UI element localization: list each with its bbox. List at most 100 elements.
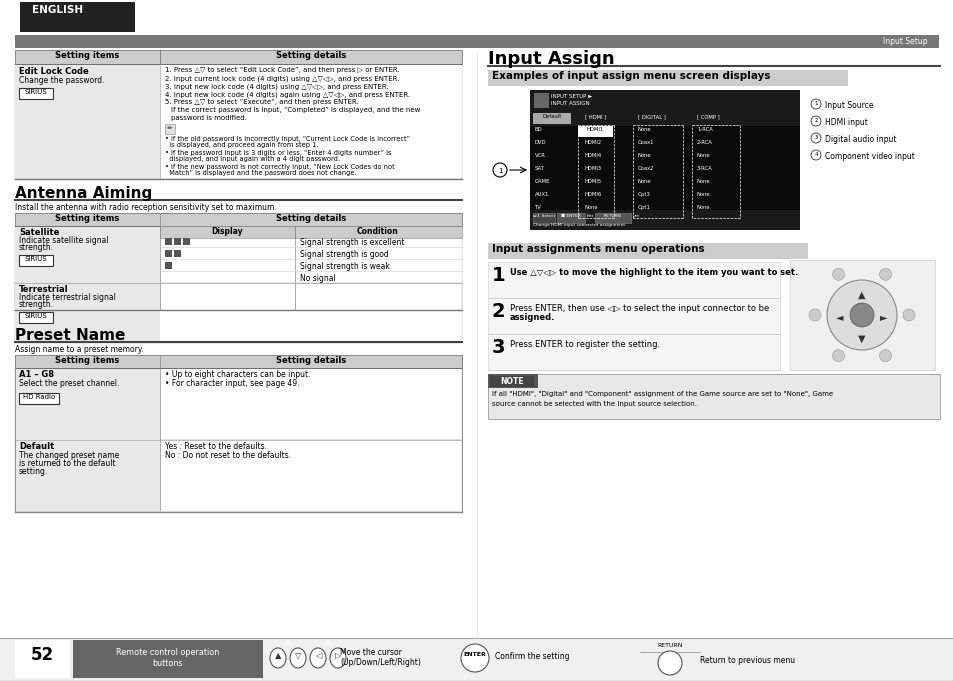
Text: Indicate satellite signal: Indicate satellite signal <box>19 236 109 245</box>
Text: assigned.: assigned. <box>510 313 555 322</box>
Text: source cannot be selected with the input source selection.: source cannot be selected with the input… <box>492 401 697 407</box>
Text: Signal strength is weak: Signal strength is weak <box>299 262 390 271</box>
Text: Move the cursor: Move the cursor <box>339 648 401 657</box>
Text: The changed preset name: The changed preset name <box>19 451 119 460</box>
Bar <box>183 238 190 245</box>
Text: Confirm the setting: Confirm the setting <box>495 652 569 661</box>
Text: 4: 4 <box>814 152 817 157</box>
Text: No : Do not reset to the defaults.: No : Do not reset to the defaults. <box>165 451 291 460</box>
Text: Setting items: Setting items <box>55 51 119 60</box>
Text: 1: 1 <box>497 168 501 174</box>
Bar <box>15 440 461 512</box>
Text: Select the preset channel.: Select the preset channel. <box>19 379 119 388</box>
Bar <box>19 393 59 404</box>
Text: HDMI5: HDMI5 <box>584 179 601 184</box>
Text: Use △▽◁▷ to move the highlight to the item you want to set.: Use △▽◁▷ to move the highlight to the it… <box>510 268 798 277</box>
Text: ►: ► <box>880 312 887 322</box>
Text: A1 – G8: A1 – G8 <box>19 370 54 379</box>
Text: ▲: ▲ <box>274 651 281 660</box>
Bar <box>19 255 53 266</box>
Text: Input Assign: Input Assign <box>488 50 614 68</box>
Bar <box>15 283 461 343</box>
Bar <box>557 213 584 223</box>
Text: None: None <box>638 153 651 158</box>
Text: Return to previous menu: Return to previous menu <box>700 656 794 665</box>
Text: Assign name to a preset memory.: Assign name to a preset memory. <box>15 345 144 354</box>
Text: Examples of input assign menu screen displays: Examples of input assign menu screen dis… <box>492 71 770 81</box>
Text: HDMI2: HDMI2 <box>584 140 601 145</box>
Text: If all "HDMI", "Digital" and "Component" assignment of the Game source are set t: If all "HDMI", "Digital" and "Component"… <box>492 391 832 397</box>
Text: Install the antenna with radio reception sensitivity set to maximum.: Install the antenna with radio reception… <box>15 203 276 212</box>
Bar <box>488 374 939 419</box>
Text: ▽: ▽ <box>294 651 301 660</box>
Text: Default: Default <box>541 114 561 119</box>
Text: HDMI4: HDMI4 <box>584 153 601 158</box>
Circle shape <box>849 303 873 327</box>
Text: Change HDMI input connector assignment: Change HDMI input connector assignment <box>533 223 624 227</box>
Text: Display: Display <box>211 227 243 236</box>
Text: 2: 2 <box>814 118 817 123</box>
Text: RETURN: RETURN <box>603 214 621 218</box>
Text: buttons: buttons <box>152 659 183 668</box>
Bar <box>15 64 160 179</box>
Bar <box>533 213 555 223</box>
Text: Opt3: Opt3 <box>638 192 650 197</box>
Bar <box>15 50 461 64</box>
Text: GAME: GAME <box>535 179 550 184</box>
Ellipse shape <box>270 648 286 668</box>
Text: Satellite: Satellite <box>19 228 59 237</box>
Circle shape <box>808 309 821 321</box>
Bar <box>73 640 263 678</box>
Text: Signal strength is excellent: Signal strength is excellent <box>299 238 404 247</box>
Text: SIRIUS: SIRIUS <box>25 313 48 319</box>
Text: Terrestrial: Terrestrial <box>19 285 69 294</box>
Bar <box>19 88 53 99</box>
Text: 5. Press △▽ to select “Execute”, and then press ENTER.: 5. Press △▽ to select “Execute”, and the… <box>165 99 358 105</box>
Text: 52: 52 <box>30 646 53 664</box>
Text: None: None <box>638 179 651 184</box>
Bar <box>15 355 461 512</box>
Text: • For character input, see page 49.: • For character input, see page 49. <box>165 379 299 388</box>
Text: Antenna Aiming: Antenna Aiming <box>15 186 152 201</box>
Bar <box>15 226 461 310</box>
Text: Opt1: Opt1 <box>638 205 650 210</box>
Text: Press ENTER, then use ◁▷ to select the input connector to be: Press ENTER, then use ◁▷ to select the i… <box>510 304 768 313</box>
Text: ▲: ▲ <box>858 290 864 300</box>
Bar <box>15 440 160 512</box>
Text: 1. Press △▽ to select “Edit Lock Code”, and then press ▷ or ENTER.: 1. Press △▽ to select “Edit Lock Code”, … <box>165 67 399 73</box>
Circle shape <box>902 309 914 321</box>
Text: HDMI3: HDMI3 <box>584 166 601 171</box>
Bar <box>173 238 181 245</box>
Text: Edit Lock Code: Edit Lock Code <box>19 67 89 76</box>
Text: 1-RCA: 1-RCA <box>697 127 712 132</box>
Text: displayed, and input again with a 4 digit password.: displayed, and input again with a 4 digi… <box>165 156 339 162</box>
Text: • If the new password is not correctly input, “New Lock Codes do not: • If the new password is not correctly i… <box>165 164 395 170</box>
Bar <box>578 126 613 137</box>
Text: 2: 2 <box>492 302 505 321</box>
Bar <box>15 226 160 310</box>
Bar <box>488 334 780 370</box>
Text: 1: 1 <box>814 101 817 106</box>
Text: Digital audio input: Digital audio input <box>824 135 896 144</box>
Text: ⇔⇕ Select: ⇔⇕ Select <box>533 214 555 218</box>
Text: RETURN: RETURN <box>657 643 682 648</box>
Circle shape <box>810 116 821 126</box>
Text: BD: BD <box>535 127 542 132</box>
Bar <box>789 260 934 370</box>
Circle shape <box>879 268 890 281</box>
Text: 3-RCA: 3-RCA <box>697 166 712 171</box>
Bar <box>15 368 461 440</box>
Text: strength.: strength. <box>19 300 54 309</box>
Text: Signal strength is good: Signal strength is good <box>299 250 388 259</box>
Bar <box>530 90 800 230</box>
Bar <box>595 213 630 223</box>
Bar <box>160 226 294 238</box>
Text: [ COMP ]: [ COMP ] <box>697 114 719 119</box>
Circle shape <box>460 644 489 672</box>
Text: • Up to eight characters can be input.: • Up to eight characters can be input. <box>165 370 310 379</box>
Text: Remote control operation: Remote control operation <box>116 648 219 657</box>
Bar <box>488 243 807 259</box>
Text: ■ ENTER: ■ ENTER <box>560 214 580 218</box>
Text: None: None <box>697 153 710 158</box>
Bar <box>530 90 800 112</box>
